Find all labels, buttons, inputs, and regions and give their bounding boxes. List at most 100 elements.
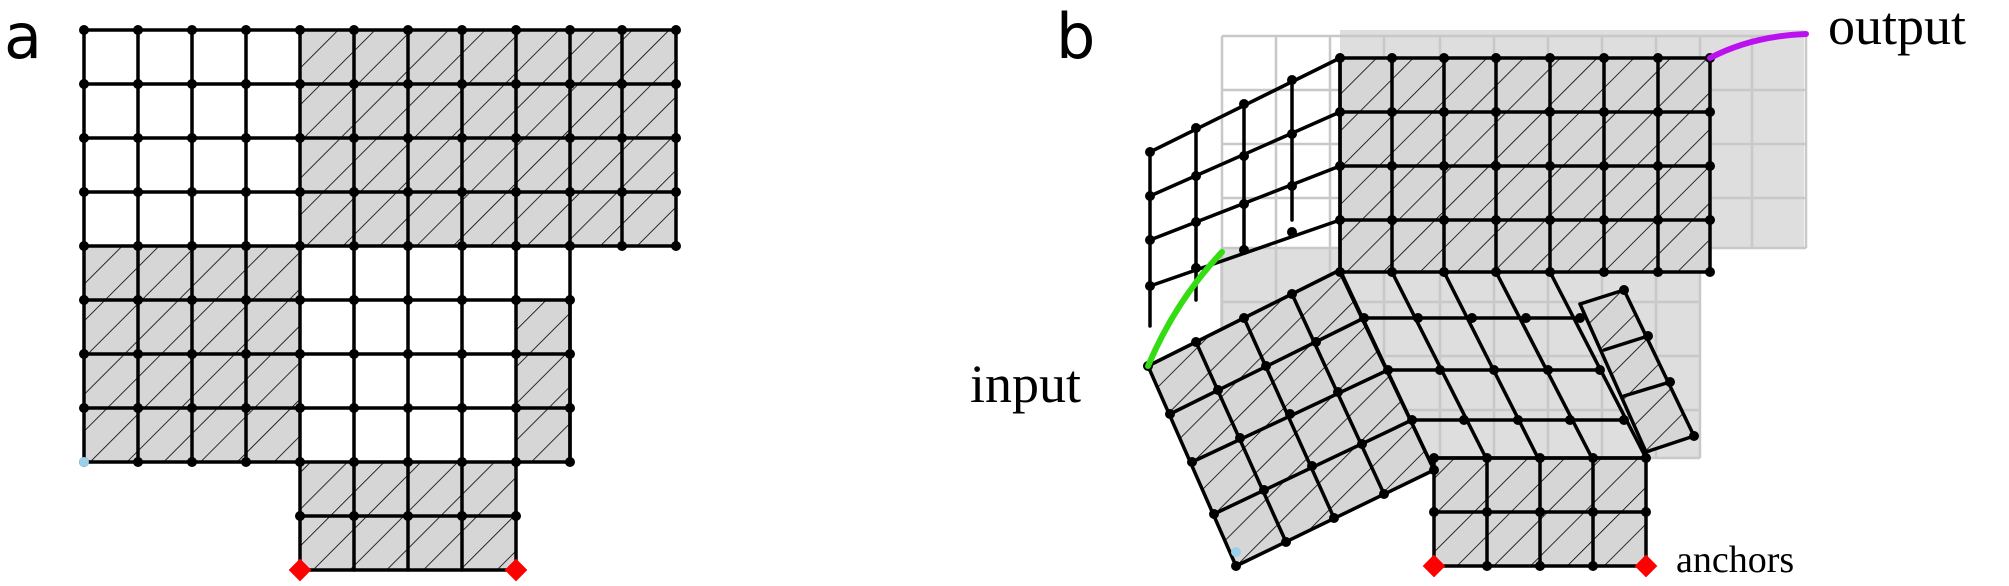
grid-vertex-dot xyxy=(79,25,89,35)
grid-vertex-dot xyxy=(349,403,359,413)
grid-vertex-dot xyxy=(1545,107,1555,117)
grid-vertex-dot xyxy=(671,187,681,197)
grid-vertex-dot xyxy=(1429,453,1439,463)
grid-vertex-dot xyxy=(1209,509,1219,519)
grid-vertex-dot xyxy=(1379,489,1389,499)
grid-vertex-dot xyxy=(1191,263,1201,273)
grid-vertex-dot xyxy=(457,403,467,413)
grid-vertex-dot xyxy=(241,457,251,467)
grid-vertex-dot xyxy=(1429,465,1439,475)
grid-vertex-dot xyxy=(187,187,197,197)
grid-vertex-dot xyxy=(1599,53,1609,63)
grid-vertex-dot xyxy=(1689,431,1699,441)
grid-vertex-dot xyxy=(349,133,359,143)
grid-vertex-dot xyxy=(511,403,521,413)
grid-vertex-dot xyxy=(1521,313,1531,323)
grid-vertex-dot xyxy=(1491,267,1501,277)
grid-vertex-dot xyxy=(133,295,143,305)
grid-vertex-dot xyxy=(1588,561,1598,571)
grid-vertex-dot xyxy=(1535,507,1545,517)
grid-vertex-dot xyxy=(187,403,197,413)
grid-vertex-dot xyxy=(617,25,627,35)
grid-vertex-dot xyxy=(403,25,413,35)
grid-vertex-dot xyxy=(1145,281,1155,291)
grid-vertex-dot xyxy=(1335,161,1345,171)
grid-vertex-dot xyxy=(403,295,413,305)
panel-a-origin-point xyxy=(79,457,89,467)
grid-vertex-dot xyxy=(133,241,143,251)
panel-a-anchor-left xyxy=(288,558,312,582)
grid-vertex-dot xyxy=(1329,513,1339,523)
grid-vertex-dot xyxy=(79,133,89,143)
grid-vertex-dot xyxy=(1705,267,1715,277)
grid-vertex-dot xyxy=(241,403,251,413)
grid-vertex-dot xyxy=(1191,217,1201,227)
grid-vertex-dot xyxy=(1357,439,1367,449)
grid-vertex-dot xyxy=(79,79,89,89)
grid-vertex-dot xyxy=(617,79,627,89)
panel-b-input-curve xyxy=(1145,249,1225,369)
grid-vertex-dot xyxy=(241,79,251,89)
grid-vertex-dot xyxy=(1191,171,1201,181)
grid-vertex-dot xyxy=(1387,267,1397,277)
panel-a: a xyxy=(4,0,681,582)
grid-vertex-dot xyxy=(187,457,197,467)
grid-vertex-dot xyxy=(511,25,521,35)
grid-vertex-dot xyxy=(1261,361,1271,371)
grid-vertex-dot xyxy=(1307,461,1317,471)
grid-vertex-dot xyxy=(79,241,89,251)
grid-vertex-dot xyxy=(187,241,197,251)
grid-vertex-dot xyxy=(187,25,197,35)
grid-vertex-dot xyxy=(1287,181,1297,191)
grid-vertex-dot xyxy=(457,349,467,359)
panel-b-sheared-mesh xyxy=(1338,270,1696,472)
grid-vertex-dot xyxy=(1545,215,1555,225)
grid-vertex-dot xyxy=(295,457,305,467)
grid-vertex-dot xyxy=(1287,75,1297,85)
grid-vertex-dot xyxy=(79,403,89,413)
grid-vertex-dot xyxy=(1231,561,1241,571)
grid-vertex-dot xyxy=(457,79,467,89)
grid-vertex-dot xyxy=(1619,415,1629,425)
grid-vertex-dot xyxy=(403,403,413,413)
grid-vertex-dot xyxy=(511,295,521,305)
grid-vertex-dot xyxy=(511,457,521,467)
grid-vertex-dot xyxy=(565,403,575,413)
grid-vertex-dot xyxy=(457,295,467,305)
grid-vertex-dot xyxy=(617,133,627,143)
grid-vertex-dot xyxy=(403,79,413,89)
grid-vertex-dot xyxy=(511,133,521,143)
grid-vertex-dot xyxy=(1599,267,1609,277)
grid-vertex-dot xyxy=(1489,365,1499,375)
grid-vertex-dot xyxy=(241,25,251,35)
grid-vertex-dot xyxy=(1653,215,1663,225)
grid-vertex-dot xyxy=(1599,215,1609,225)
output-label: output xyxy=(1828,0,1966,56)
grid-vertex-dot xyxy=(1641,453,1651,463)
grid-vertex-dot xyxy=(349,25,359,35)
grid-vertex-dot xyxy=(565,241,575,251)
grid-vertex-dot xyxy=(295,79,305,89)
grid-vertex-dot xyxy=(1165,409,1175,419)
grid-vertex-dot xyxy=(457,457,467,467)
panel-b-anchor-left xyxy=(1422,554,1446,578)
grid-vertex-dot xyxy=(241,133,251,143)
grid-vertex-dot xyxy=(403,133,413,143)
grid-vertex-dot xyxy=(187,133,197,143)
grid-vertex-dot xyxy=(1705,161,1715,171)
grid-vertex-dot xyxy=(79,295,89,305)
grid-vertex-dot xyxy=(295,241,305,251)
grid-vertex-dot xyxy=(295,349,305,359)
grid-vertex-dot xyxy=(1513,415,1523,425)
panel-a-anchor-right xyxy=(504,558,528,582)
grid-vertex-dot xyxy=(1281,537,1291,547)
grid-vertex-dot xyxy=(1705,107,1715,117)
grid-vertex-dot xyxy=(295,25,305,35)
grid-vertex-dot xyxy=(1599,161,1609,171)
grid-vertex-dot xyxy=(295,511,305,521)
grid-vertex-dot xyxy=(1491,215,1501,225)
grid-vertex-dot xyxy=(1705,215,1715,225)
grid-vertex-dot xyxy=(1435,365,1445,375)
grid-vertex-dot xyxy=(133,457,143,467)
